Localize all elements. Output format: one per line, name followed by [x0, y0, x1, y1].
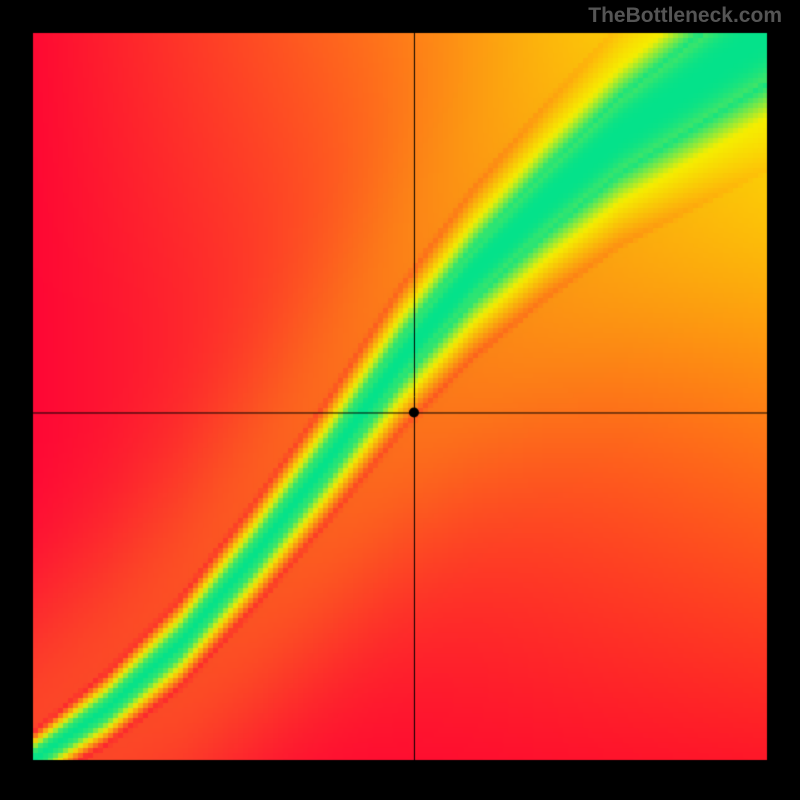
bottleneck-heatmap-canvas: [0, 0, 800, 800]
watermark-text: TheBottleneck.com: [588, 4, 782, 28]
chart-container: TheBottleneck.com: [0, 0, 800, 800]
